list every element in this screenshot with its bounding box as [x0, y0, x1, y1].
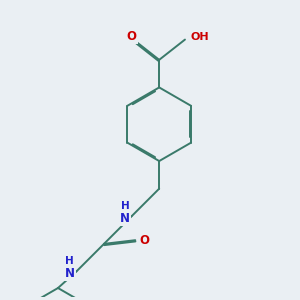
Text: OH: OH — [190, 32, 209, 42]
Text: N: N — [65, 267, 75, 280]
Text: H: H — [65, 256, 74, 266]
Text: N: N — [120, 212, 130, 225]
Text: H: H — [121, 201, 129, 211]
Text: O: O — [140, 234, 150, 247]
Text: O: O — [127, 30, 136, 43]
